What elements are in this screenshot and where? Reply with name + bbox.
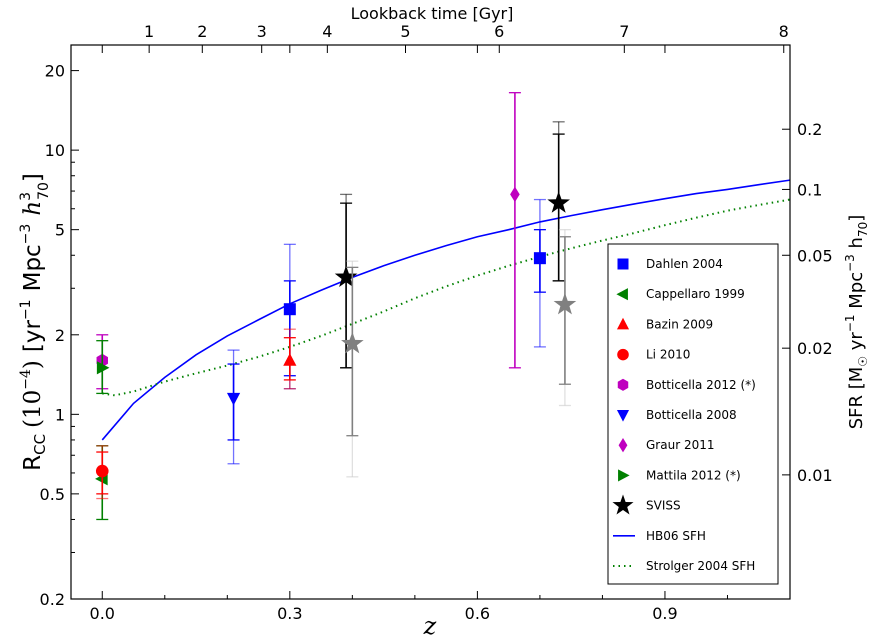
strolger-sfh-line (102, 198, 791, 397)
y-tick-label: 5 (55, 221, 65, 240)
axis-layer: 0.0 0.3 0.6 0.9 0.2 0.5 1 2 5 10 20 1 2 3 4 5 6 7 8 0.01 0.0… (40, 22, 833, 623)
right-tick-label: 0.05 (797, 246, 833, 265)
legend-marker (616, 288, 628, 301)
top-tick-label: 2 (197, 22, 207, 41)
legend-label: Mattila 2012 (*) (646, 468, 741, 482)
legend: Dahlen 2004 Cappellaro 1999 Bazin 2009 Li 2… (607, 243, 779, 585)
hb06-sfh-line (101, 179, 791, 441)
x-tick-label: 0.3 (277, 604, 302, 623)
data-point (553, 292, 577, 315)
legend-marker (617, 378, 629, 391)
data-point (510, 186, 520, 203)
legend-label: HB06 SFH (646, 529, 706, 543)
plot-frame (70, 44, 791, 600)
legend-label: Li 2010 (646, 348, 690, 362)
legend-label: Bazin 2009 (646, 317, 713, 331)
right-tick-label: 0.2 (797, 120, 822, 139)
top-tick-label: 8 (779, 22, 789, 41)
y-tick-label: 0.5 (40, 485, 65, 504)
top-tick-label: 6 (494, 22, 504, 41)
top-tick-label: 4 (322, 22, 332, 41)
x-tick-label: 0.6 (465, 604, 490, 623)
top-axis-title: Lookback time [Gyr] (351, 4, 514, 23)
legend-marker (612, 494, 634, 515)
y-tick-label: 10 (45, 141, 65, 160)
y-tick-label: 20 (45, 62, 65, 81)
data-point (341, 331, 364, 354)
legend-marker (617, 258, 629, 270)
svg-text:SFR [M☉ yr−1 Mpc−3 h70]: SFR [M☉ yr−1 Mpc−3 h70] (843, 215, 870, 430)
top-tick-label: 7 (619, 22, 629, 41)
legend-box (607, 243, 779, 585)
plot-layer (95, 92, 791, 521)
legend-marker (618, 469, 630, 482)
legend-marker (617, 348, 629, 361)
top-tick-label: 5 (400, 22, 410, 41)
legend-label: Dahlen 2004 (646, 257, 723, 271)
x-axis-title: z (423, 612, 437, 639)
data-point (533, 252, 546, 265)
legend-label: Strolger 2004 SFH (646, 559, 755, 573)
top-tick-label: 1 (144, 22, 154, 41)
data-point (95, 464, 109, 478)
legend-marker (616, 317, 630, 330)
y-tick-label: 1 (55, 405, 65, 424)
data-point (283, 303, 296, 316)
data-point (283, 353, 297, 366)
x-tick-label: 0.0 (90, 604, 115, 623)
y-tick-label: 2 (55, 326, 65, 345)
right-tick-label: 0.1 (797, 180, 822, 199)
top-tick-label: 3 (257, 22, 267, 41)
data-point (226, 392, 241, 406)
right-tick-label: 0.01 (797, 466, 833, 485)
legend-label: Botticella 2008 (646, 408, 737, 422)
y-axis-title: RCC(10−4)[yr−1Mpc−3h3 70] (18, 173, 52, 471)
data-point (334, 265, 358, 287)
x-tick-label: 0.9 (652, 604, 677, 623)
legend-label: SVISS (646, 499, 681, 513)
data-point (96, 361, 110, 375)
legend-label: Botticella 2012 (*) (646, 378, 756, 392)
y-tick-label: 0.2 (40, 590, 65, 609)
legend-label: Graur 2011 (646, 438, 714, 452)
legend-label: Cappellaro 1999 (646, 287, 745, 301)
legend-marker (618, 438, 628, 453)
right-axis-title: SFR [M☉ yr−1 Mpc−3 h70] (843, 215, 870, 430)
right-tick-label: 0.02 (797, 339, 833, 358)
legend-marker (616, 410, 630, 422)
data-point (547, 191, 570, 213)
